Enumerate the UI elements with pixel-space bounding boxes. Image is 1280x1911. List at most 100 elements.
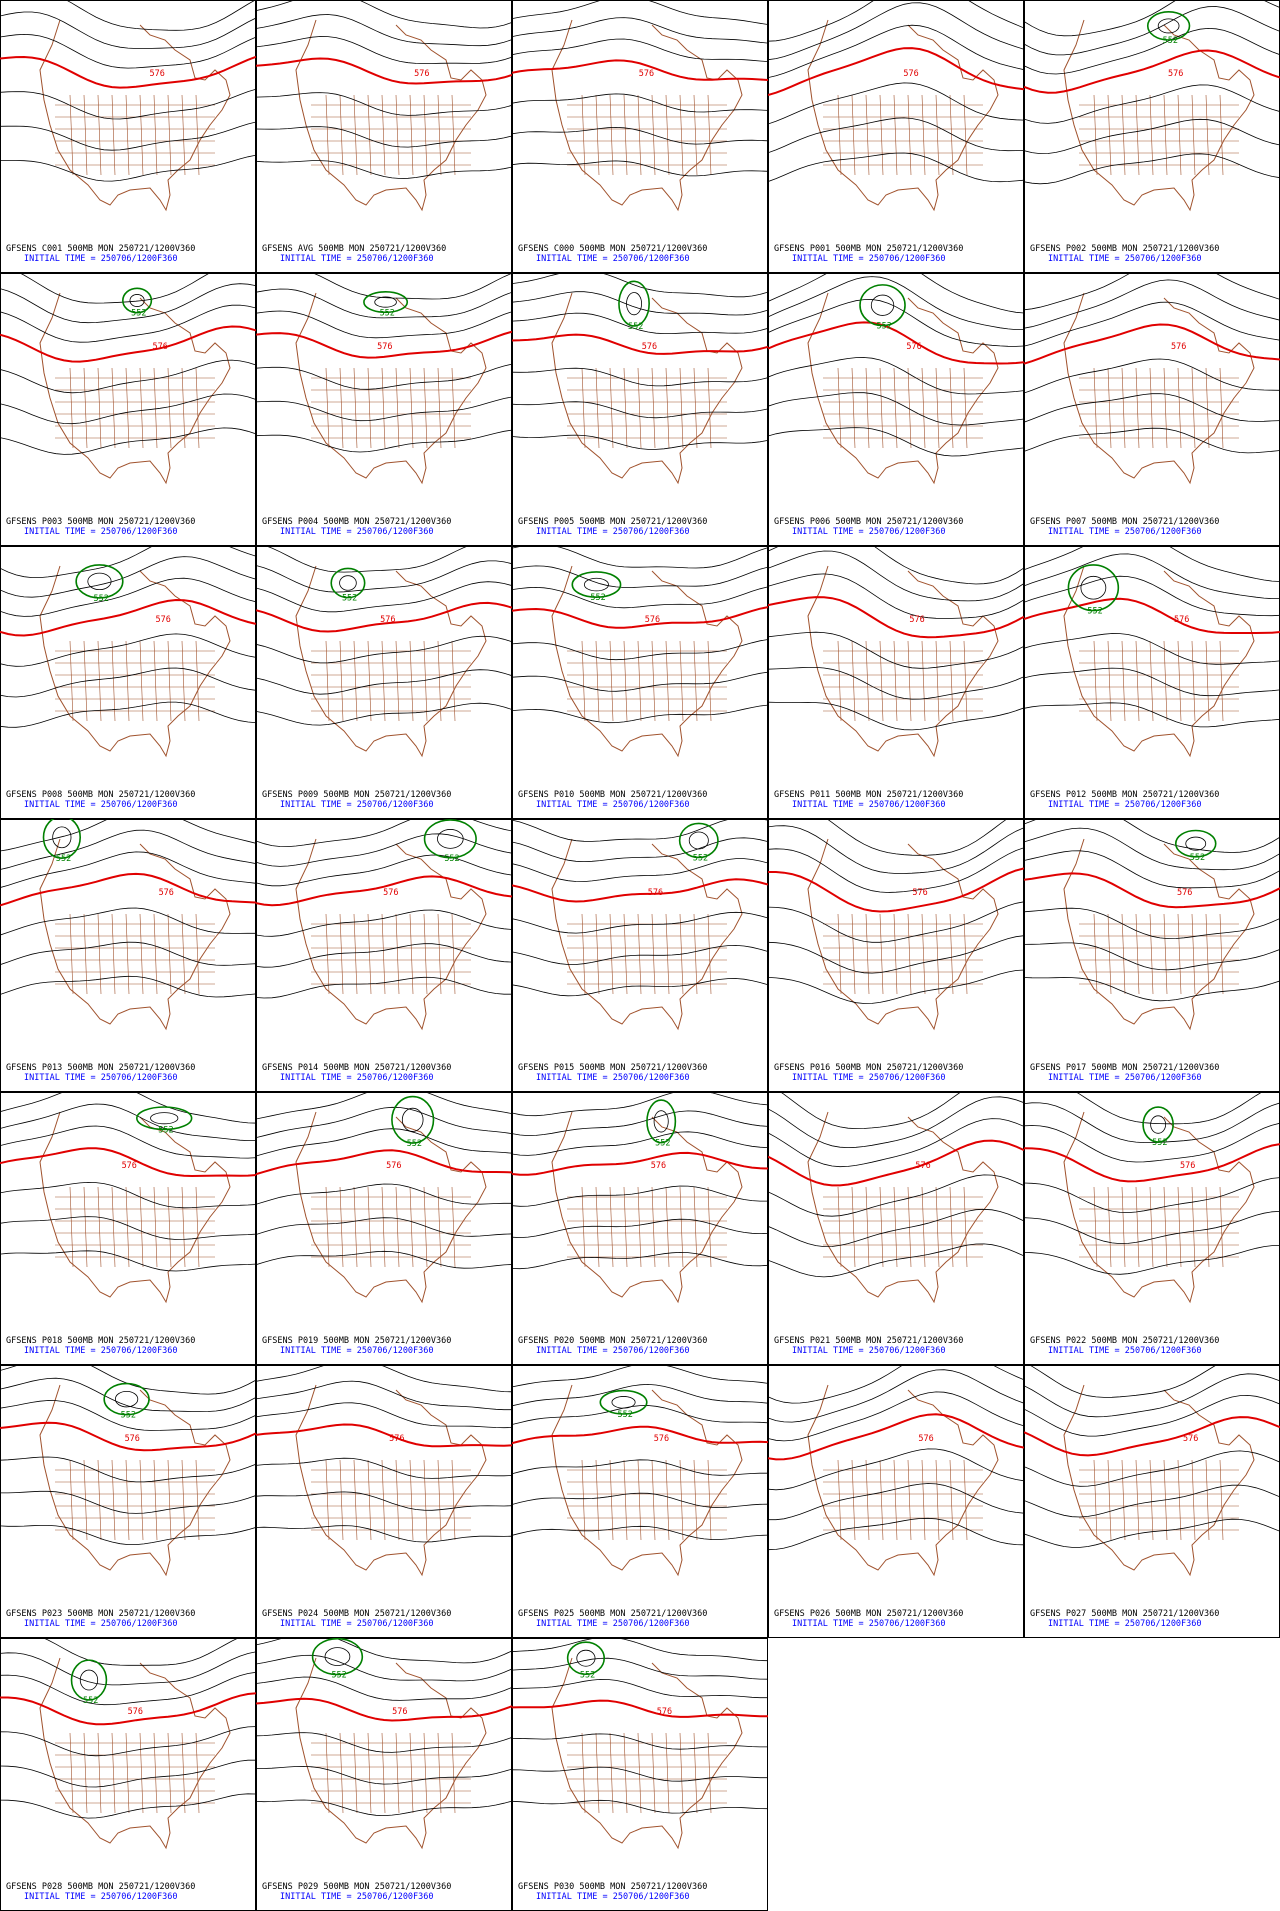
map-panel: 576 552 GFSENS P004 500MB MON 250721/1200V… [256,273,512,546]
panel-border [768,1365,1024,1638]
panel-border [512,1365,768,1638]
contour-label: 576 [150,69,165,79]
contour-label: 576 [651,1161,666,1171]
map-panel: 576 552 GFSENS P014 500MB MON 250721/1200V… [256,819,512,1092]
contour-line [0,1092,256,1124]
contour-line [401,1107,424,1132]
contour-line [0,33,256,69]
contour-line [1157,18,1180,34]
panel-border [256,1092,512,1365]
panel-border [768,273,1024,546]
contour-label: 576 [122,1161,137,1171]
contour-line [512,434,768,450]
contour-line [768,117,1024,154]
contour-576 [256,1423,512,1448]
caption-line1: GFSENS P024 500MB MON 250721/1200V360 [262,1609,451,1619]
contour-line [512,291,768,316]
caption-line2: INITIAL TIME = 250706/1200F360 [536,254,690,264]
contour-line [87,572,112,591]
contour-line [512,704,768,724]
coastline [295,1384,487,1577]
caption-line1: GFSENS P004 500MB MON 250721/1200V360 [262,517,451,527]
contour-label: 576 [1171,342,1186,352]
contour-line [512,546,768,569]
contour-line [114,1390,139,1408]
contour-label: 576 [1180,1161,1195,1171]
contour-line [1024,827,1280,871]
contour-552 [1146,11,1191,41]
contour-line [1024,6,1280,56]
contour-line [0,1456,256,1483]
contour-line [768,82,1024,125]
contour-576 [512,606,768,629]
caption-line1: GFSENS P001 500MB MON 250721/1200V360 [774,244,963,254]
contour-label: 576 [392,1707,407,1717]
contour-label: 552 [655,1139,670,1149]
panel-border [1024,819,1280,1092]
contour-line [768,0,1024,42]
panel-border [512,0,768,273]
contour-552 [75,564,124,599]
contour-576 [0,598,256,637]
contour-line [0,819,256,852]
contour-line [512,38,768,62]
caption-line1: GFSENS P011 500MB MON 250721/1200V360 [774,790,963,800]
contour-line [1024,1245,1280,1275]
contour-576 [768,596,1024,639]
coastline [295,1111,487,1304]
contour-label: 576 [153,342,168,352]
contour-line [52,826,72,849]
caption-line2: INITIAL TIME = 250706/1200F360 [536,1346,690,1356]
contour-line [0,1125,256,1159]
caption-bg [1,1057,255,1091]
contour-552 [391,1095,435,1144]
coastline [39,1657,231,1850]
contour-576 [0,325,256,363]
contour-line [512,367,768,387]
contour-line [0,359,256,394]
panel-border [512,1092,768,1365]
state-lines [55,367,215,449]
state-lines [311,1459,471,1541]
caption-line1: GFSENS AVG 500MB MON 250721/1200V360 [262,244,446,254]
contour-line [512,1799,768,1814]
coastline [551,565,743,758]
panel-border [512,273,768,546]
panel-border [0,546,256,819]
contour-552 [571,571,622,599]
contour-line [0,1525,256,1545]
contour-line [256,819,512,848]
contour-line [768,1391,1024,1442]
contour-line [65,0,256,31]
contour-line [150,1112,179,1125]
panel-border [256,1365,512,1638]
state-lines [567,1459,727,1541]
contour-line [512,0,768,25]
caption-line2: INITIAL TIME = 250706/1200F360 [280,254,434,264]
contour-line [768,825,1024,874]
contour-line [256,702,512,726]
panel-border [1024,1092,1280,1365]
contour-line [256,1183,512,1205]
contour-line [312,273,512,300]
contour-label: 576 [1177,888,1192,898]
contour-576 [1024,1143,1280,1183]
contour-line [1024,575,1280,617]
contour-line [768,357,1024,395]
caption-line1: GFSENS P006 500MB MON 250721/1200V360 [774,517,963,527]
contour-line [256,1106,512,1138]
contour-label: 552 [83,1696,98,1706]
contour-line [0,121,256,151]
contour-line [768,1174,1024,1217]
state-lines [1079,367,1239,449]
contour-line [512,978,768,997]
contour-line [256,1457,512,1479]
contour-line [256,635,512,664]
contour-line [1024,273,1280,311]
contour-line [256,1402,512,1429]
contour-line [256,833,512,867]
contour-552 [311,1638,364,1676]
caption-line2: INITIAL TIME = 250706/1200F360 [24,254,178,264]
contour-line [256,126,512,148]
contour-576 [768,1413,1024,1461]
